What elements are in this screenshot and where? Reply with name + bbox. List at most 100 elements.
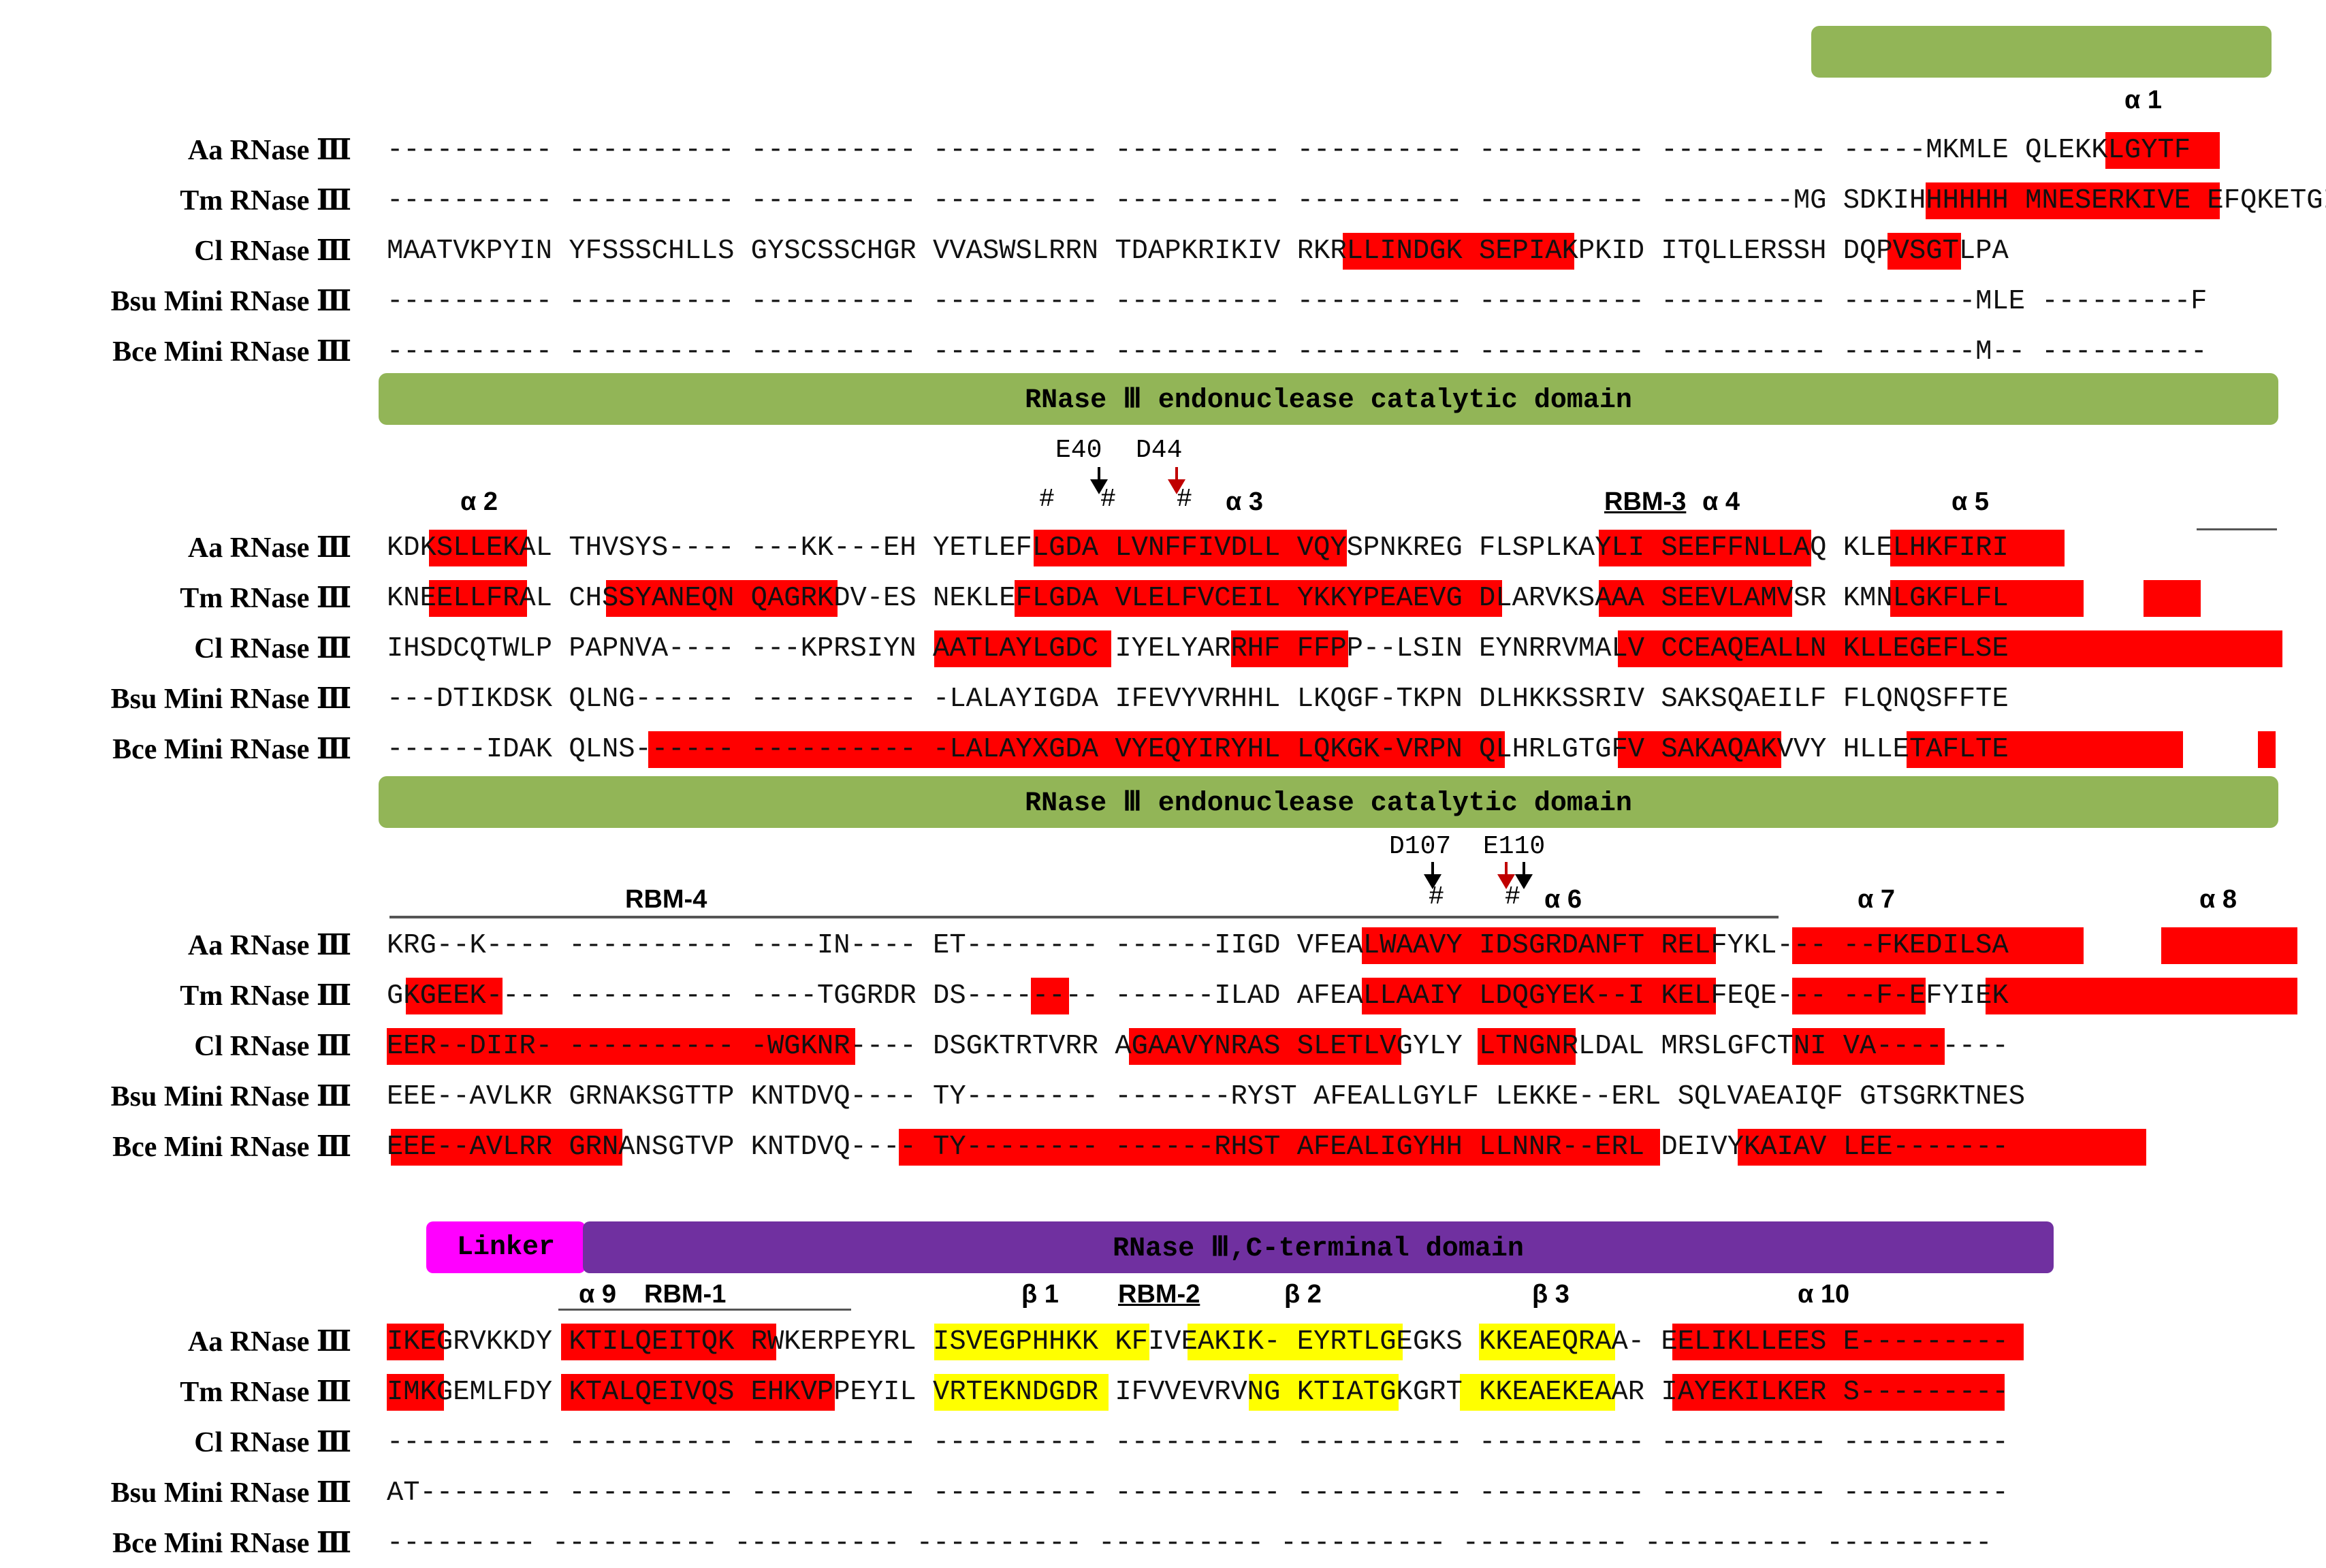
beta2-label: β 2 [1284, 1280, 1322, 1309]
species-label-tm: Tm RNase Ⅲ [180, 583, 351, 614]
species-label-tm: Tm RNase Ⅲ [180, 980, 351, 1012]
hash-marker: # [1429, 882, 1444, 912]
species-label-bce: Bce Mini RNase Ⅲ [112, 1528, 351, 1559]
sequence-row-aa-4: IKEGRVKKDY KTILQEITQK RWKERPEYRL ISVEGPH… [387, 1326, 2009, 1358]
helix-highlight [606, 580, 838, 617]
hash-marker: # [1505, 882, 1520, 912]
d44-label: D44 [1136, 436, 1183, 465]
species-label-aa: Aa RNase Ⅲ [187, 930, 351, 961]
species-label-bsu: Bsu Mini RNase Ⅲ [110, 1477, 351, 1509]
helix-highlight [387, 1374, 444, 1411]
helix-highlight [1890, 530, 2065, 566]
species-label-cl: Cl RNase Ⅲ [194, 1427, 351, 1458]
helix-highlight [387, 1324, 444, 1360]
e110-arrow-stem [1523, 862, 1525, 877]
helix-highlight [1907, 731, 2183, 768]
sequence-row-bsu-1: ---------- ---------- ---------- -------… [387, 286, 2208, 317]
rbm1-label: RBM-1 [644, 1280, 727, 1309]
linker-label: Linker [456, 1232, 556, 1263]
species-label-aa: Aa RNase Ⅲ [187, 1326, 351, 1358]
alpha6-label: α 6 [1544, 885, 1582, 914]
helix-highlight [561, 1374, 835, 1411]
e110-arrow-icon [1515, 874, 1533, 889]
cterm-domain-bar: RNase Ⅲ,C-terminal domain [583, 1221, 2054, 1273]
hash-marker: # [1177, 485, 1192, 514]
species-label-cl: Cl RNase Ⅲ [194, 633, 351, 665]
species-label-bsu: Bsu Mini RNase Ⅲ [110, 684, 351, 715]
helix-highlight [1031, 978, 1069, 1014]
sequence-row-cl-1: MAATVKPYIN YFSSSCHLLS GYSCSSCHGR VVASWSL… [387, 236, 2009, 267]
species-label-tm: Tm RNase Ⅲ [180, 1377, 351, 1408]
strand-highlight [934, 1374, 1109, 1411]
species-label-bce: Bce Mini RNase Ⅲ [112, 336, 351, 368]
species-label-cl: Cl RNase Ⅲ [194, 236, 351, 267]
helix-highlight [429, 530, 527, 566]
sequence-row-cl-3: EER--DIIR- ---------- -WGKNR---- DSGKTRT… [387, 1031, 2009, 1062]
helix-highlight [1618, 731, 1781, 768]
sequence-row-bsu-4: AT-------- ---------- ---------- -------… [387, 1477, 2009, 1509]
strand-highlight [1188, 1324, 1403, 1360]
sequence-row-aa-3: KRG--K---- ---------- ----IN---- ET-----… [387, 930, 2009, 961]
alpha4-label: α 4 [1702, 487, 1740, 516]
sequence-row-bce-1: ---------- ---------- ---------- -------… [387, 336, 2208, 368]
alpha5-label: α 5 [1951, 487, 1990, 516]
sequence-row-tm-2: KNEELLFRAL CHSSYANEQN QAGRKDV-ES NEKLEFL… [387, 583, 2009, 614]
top-domain-bar [1811, 26, 2272, 78]
helix-highlight [1129, 1028, 1401, 1065]
helix-highlight [1478, 1028, 1576, 1065]
strand-highlight [934, 1324, 1149, 1360]
helix-highlight [1792, 1028, 1945, 1065]
sequence-row-aa-2: KDKSLLEKAL THVSYS---- ---KK---EH YETLEFL… [387, 532, 2009, 564]
helix-highlight [1362, 978, 1716, 1014]
rbm1-line [558, 1309, 851, 1311]
species-label-bce: Bce Mini RNase Ⅲ [112, 734, 351, 765]
helix-highlight [899, 1129, 1660, 1166]
sequence-row-bsu-3: EEE--AVLKR GRNAKSGTTP KNTDVQ---- TY-----… [387, 1081, 2026, 1113]
alpha7-label: α 7 [1858, 885, 1896, 914]
species-label-tm: Tm RNase Ⅲ [180, 185, 351, 217]
species-label-aa: Aa RNase Ⅲ [187, 135, 351, 166]
helix-highlight [429, 580, 527, 617]
helix-highlight [387, 1028, 855, 1065]
e110-red-arrow-icon [1497, 874, 1515, 889]
helix-highlight [2161, 927, 2297, 964]
helix-highlight [1792, 927, 2084, 964]
helix-highlight [1986, 978, 2297, 1014]
helix-highlight [1599, 580, 1792, 617]
helix-highlight [1618, 630, 2282, 667]
beta3-label: β 3 [1532, 1280, 1570, 1309]
helix-highlight [1890, 580, 2084, 617]
e110-label: E110 [1483, 832, 1546, 861]
helix-highlight [561, 1324, 776, 1360]
d44-arrow-stem [1175, 467, 1178, 482]
e40-arrow-stem [1098, 467, 1100, 482]
helix-highlight [2105, 132, 2220, 169]
helix-highlight [934, 630, 1111, 667]
hash-marker: # [1100, 485, 1116, 514]
helix-highlight [1343, 233, 1574, 270]
sequence-row-cl-4: ---------- ---------- ---------- -------… [387, 1427, 2009, 1458]
helix-highlight [1362, 927, 1716, 964]
species-label-cl: Cl RNase Ⅲ [194, 1031, 351, 1062]
catalytic-domain-bar-1: RNase Ⅲ endonuclease catalytic domain [379, 373, 2278, 425]
beta1-label: β 1 [1021, 1280, 1059, 1309]
e110-red-arrow-stem [1505, 862, 1508, 877]
sequence-row-bce-4: --------- ---------- ---------- --------… [387, 1528, 1992, 1559]
helix-highlight [1672, 1324, 2024, 1360]
catalytic-domain-label-2: RNase Ⅲ endonuclease catalytic domain [1025, 788, 1632, 819]
helix-highlight [391, 1129, 622, 1166]
helix-highlight [1231, 630, 1348, 667]
helix-highlight [648, 731, 1505, 768]
species-label-bsu: Bsu Mini RNase Ⅲ [110, 1081, 351, 1113]
helix-highlight [1887, 233, 1961, 270]
sequence-row-tm-1: ---------- ---------- ---------- -------… [387, 185, 2326, 217]
hash-marker: # [1039, 485, 1055, 514]
alpha2-label: α 2 [460, 487, 498, 516]
species-label-bsu: Bsu Mini RNase Ⅲ [110, 286, 351, 317]
alpha9-label: α 9 [579, 1280, 617, 1309]
helix-highlight [1015, 580, 1502, 617]
helix-highlight [2258, 731, 2276, 768]
helix-highlight [1599, 530, 1811, 566]
alpha8-label: α 8 [2199, 885, 2237, 914]
d107-arrow-stem [1431, 862, 1434, 877]
